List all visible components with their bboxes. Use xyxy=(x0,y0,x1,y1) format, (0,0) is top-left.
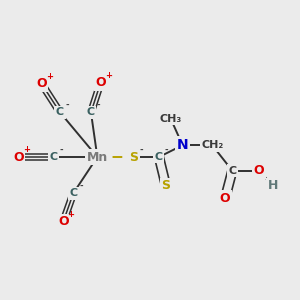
Text: H: H xyxy=(268,179,278,192)
Text: -: - xyxy=(59,146,63,154)
Text: +: + xyxy=(68,210,74,219)
Text: Mn: Mn xyxy=(87,151,108,164)
Text: -: - xyxy=(66,101,70,110)
Text: -: - xyxy=(165,146,168,154)
Text: O: O xyxy=(36,77,47,90)
Text: C: C xyxy=(155,152,163,162)
Text: -: - xyxy=(79,182,83,190)
Text: O: O xyxy=(13,151,24,164)
Text: +: + xyxy=(23,146,30,154)
Text: C: C xyxy=(69,188,77,198)
Text: +: + xyxy=(46,72,52,81)
Text: C: C xyxy=(228,166,236,176)
Text: O: O xyxy=(58,215,68,228)
Text: -: - xyxy=(97,101,101,110)
Text: C: C xyxy=(87,107,95,117)
Text: O: O xyxy=(95,76,106,89)
Text: CH₂: CH₂ xyxy=(201,140,224,150)
Text: CH₃: CH₃ xyxy=(160,114,182,124)
Text: N: N xyxy=(177,138,188,152)
Text: S: S xyxy=(161,179,170,192)
Text: O: O xyxy=(254,164,265,177)
Text: O: O xyxy=(220,192,230,205)
Text: -: - xyxy=(140,146,143,154)
Text: C: C xyxy=(50,152,58,162)
Text: C: C xyxy=(56,107,64,117)
Text: S: S xyxy=(130,151,139,164)
Text: +: + xyxy=(105,71,112,80)
